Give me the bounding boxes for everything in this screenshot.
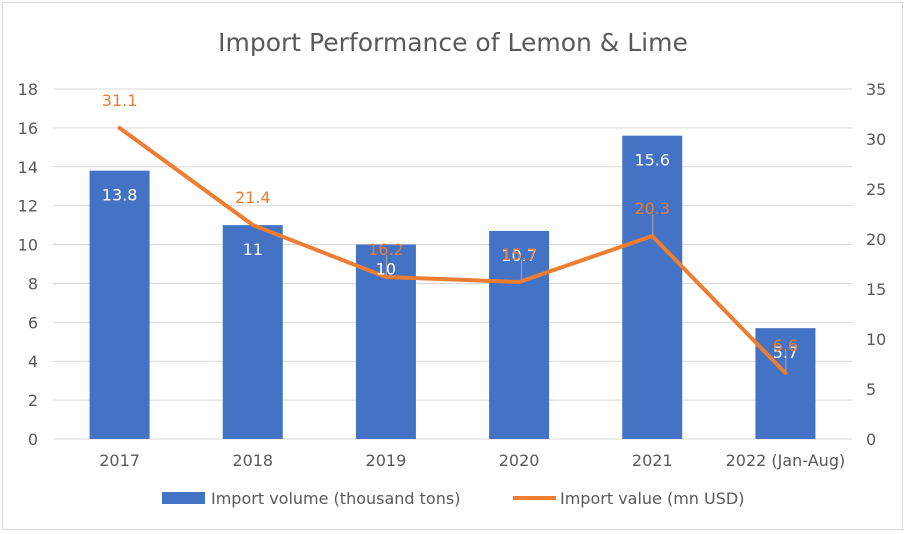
bar-data-label: 5.7 — [773, 343, 798, 362]
category-label: 2020 — [499, 451, 540, 470]
left-axis-tick-label: 10 — [18, 236, 38, 255]
legend-swatch-volume — [162, 492, 205, 504]
line-data-label: 20.3 — [634, 199, 670, 218]
bar — [222, 225, 283, 439]
category-label: 2022 (Jan-Aug) — [726, 451, 846, 470]
category-labels: 2017 2018 2019 2020 2021 2022 (Jan-Aug) — [99, 451, 845, 470]
line-data-label: 6.6 — [773, 336, 798, 355]
bar-data-labels: 13.8 11 10 10.7 15.6 5.7 — [102, 151, 798, 362]
left-axis-tick-label: 6 — [28, 313, 38, 332]
bar-data-label: 10 — [376, 260, 396, 279]
chart-title: Import Performance of Lemon & Lime — [218, 28, 688, 57]
category-label: 2019 — [366, 451, 407, 470]
bar — [489, 230, 550, 439]
legend: Import volume (thousand tons) Import val… — [162, 489, 744, 508]
right-axis-tick-label: 10 — [866, 330, 886, 349]
bar-series — [89, 135, 816, 439]
left-axis-tick-label: 4 — [28, 352, 38, 371]
left-axis-ticks: 0 2 4 6 8 10 12 14 16 18 — [18, 80, 38, 449]
left-axis-tick-label: 14 — [18, 158, 38, 177]
left-axis-tick-label: 2 — [28, 391, 38, 410]
gridlines — [53, 88, 852, 440]
right-axis-ticks: 0 5 10 15 20 25 30 35 — [866, 80, 886, 449]
legend-label-volume: Import volume (thousand tons) — [211, 489, 460, 508]
line-path — [117, 126, 788, 375]
left-axis-tick-label: 8 — [28, 274, 38, 293]
legend-label-value: Import value (mn USD) — [560, 489, 744, 508]
category-label: 2017 — [99, 451, 140, 470]
line-data-labels: 31.1 21.4 16.2 15.7 20.3 6.6 — [102, 91, 798, 355]
line-data-label: 31.1 — [102, 91, 138, 110]
leader-lines — [385, 214, 787, 373]
right-axis-tick-label: 20 — [866, 230, 886, 249]
left-axis-tick-label: 16 — [18, 119, 38, 138]
category-label: 2018 — [232, 451, 273, 470]
category-label: 2021 — [632, 451, 673, 470]
right-axis-tick-label: 25 — [866, 180, 886, 199]
right-axis-tick-label: 0 — [866, 430, 876, 449]
right-axis-tick-label: 30 — [866, 130, 886, 149]
line-data-label: 21.4 — [235, 188, 271, 207]
line-series — [117, 126, 788, 375]
bar-data-label: 13.8 — [102, 186, 138, 205]
left-axis-tick-label: 0 — [28, 430, 38, 449]
bar-data-label: 11 — [243, 240, 263, 259]
bar-data-label: 15.6 — [634, 151, 670, 170]
right-axis-tick-label: 35 — [866, 80, 886, 99]
bar — [89, 170, 150, 439]
bar — [622, 135, 683, 439]
line-data-label: 16.2 — [368, 240, 404, 259]
left-axis-tick-label: 12 — [18, 197, 38, 216]
bar — [755, 328, 816, 439]
line-data-label: 15.7 — [501, 245, 537, 264]
right-axis-tick-label: 5 — [866, 380, 876, 399]
bar-data-label: 10.7 — [501, 246, 537, 265]
left-axis-tick-label: 18 — [18, 80, 38, 99]
right-axis-tick-label: 15 — [866, 280, 886, 299]
